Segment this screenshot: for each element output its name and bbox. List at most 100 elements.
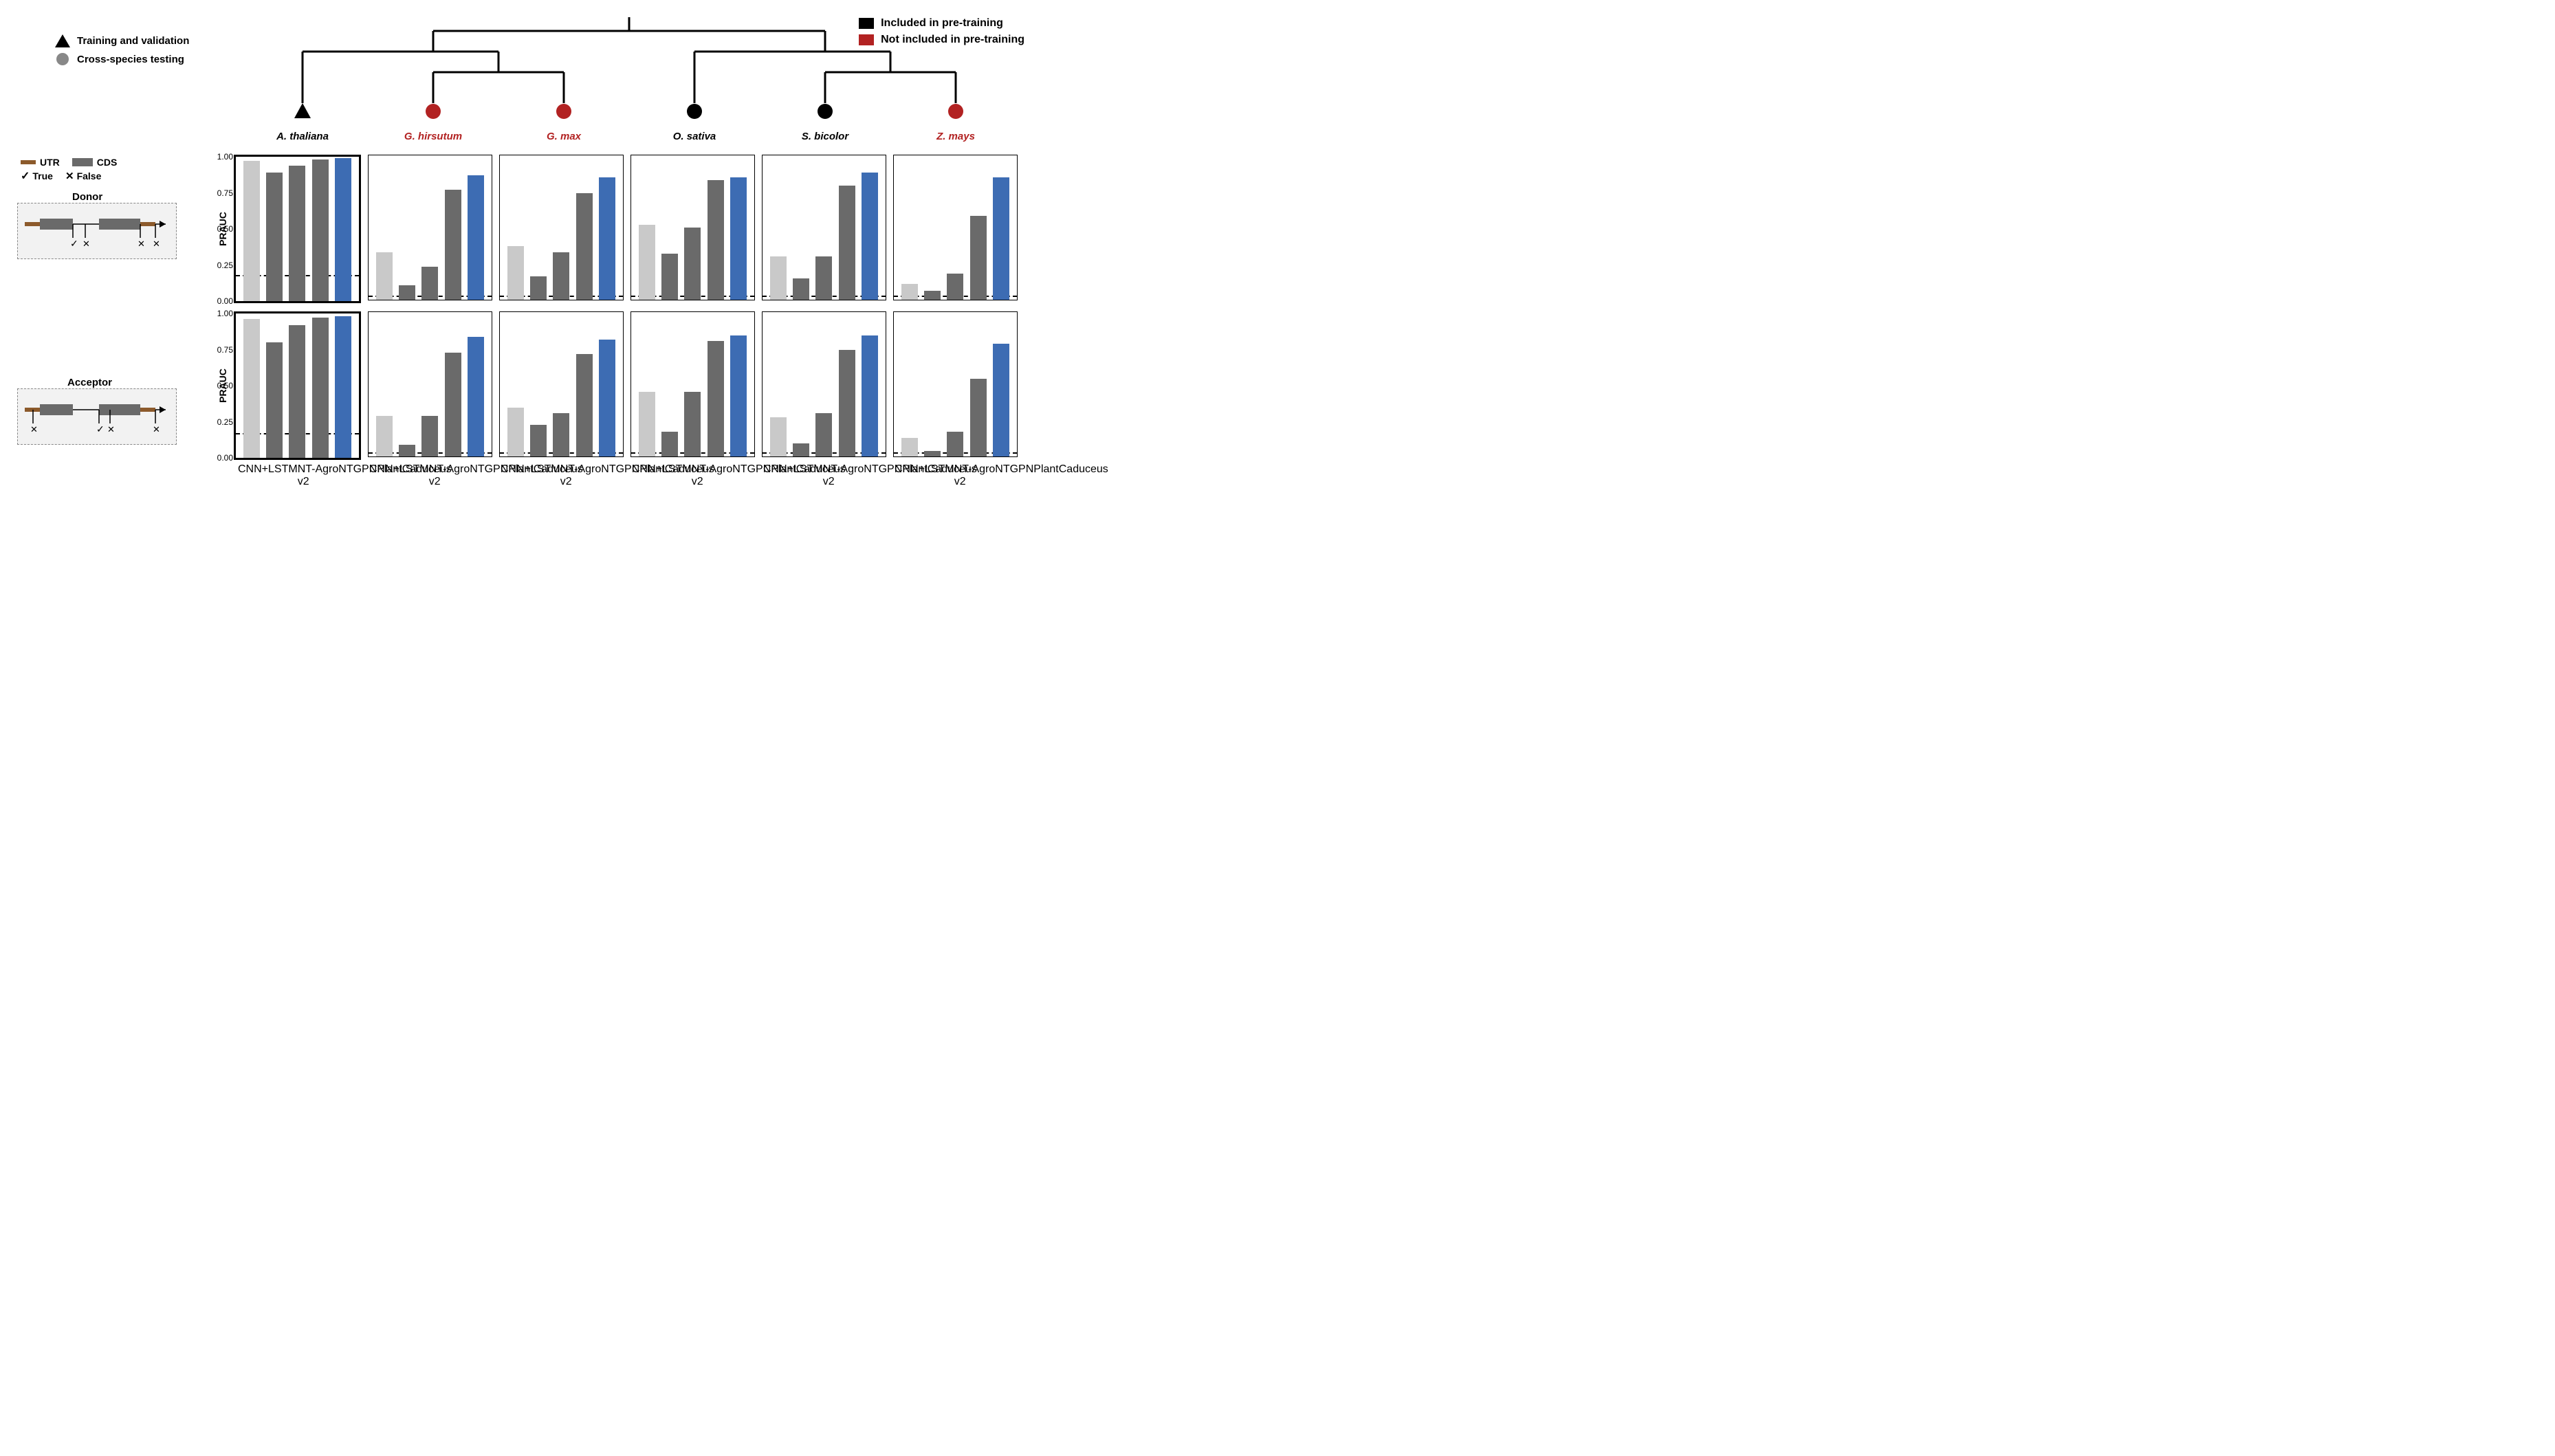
chart-panel <box>893 311 1018 457</box>
bar <box>862 335 878 456</box>
species-label: O. sativa <box>673 131 716 142</box>
x-tick-label: AgroNT <box>578 463 615 488</box>
species-label: S. bicolor <box>802 131 848 142</box>
figure-root: Training and validation Cross-species te… <box>14 14 1031 619</box>
chart-panel <box>893 155 1018 300</box>
species-marker-3 <box>687 104 702 119</box>
bar <box>553 413 569 456</box>
y-tick: 0.25 <box>217 261 233 270</box>
y-tick: 0.50 <box>217 381 233 390</box>
mini-legend-row2: ✓ True ✕ False <box>21 169 117 183</box>
chart-panel <box>630 311 755 457</box>
bar <box>815 256 832 300</box>
species-label: G. max <box>547 131 581 142</box>
bar <box>399 285 415 300</box>
mini-legend: UTR CDS ✓ True ✕ False <box>21 157 117 184</box>
x-tick-label: NT-v2 <box>954 463 972 488</box>
x-icon: ✕ <box>65 170 74 182</box>
x-label-column: CNN+LSTMNT-v2AgroNTGPNPlantCaduceus <box>628 463 752 488</box>
x-tick-label: NT-v2 <box>298 463 316 488</box>
species-label: A. thaliana <box>276 131 329 142</box>
bar <box>970 379 987 456</box>
bar <box>993 177 1009 300</box>
x-tick-label: CNN+LSTM <box>238 463 298 488</box>
acceptor-diagram: ✕ ✓ ✕ ✕ <box>17 388 177 445</box>
svg-text:✕: ✕ <box>107 424 115 434</box>
donor-diagram: ✓ ✕ ✕ ✕ <box>17 203 177 259</box>
x-tick-label: AgroNT <box>972 463 1009 488</box>
svg-text:✕: ✕ <box>83 239 90 249</box>
bar <box>468 337 484 456</box>
y-tick: 1.00 <box>217 309 233 318</box>
acceptor-diagram-svg: ✕ ✓ ✕ ✕ <box>18 389 176 444</box>
bar <box>376 416 393 456</box>
bar <box>924 451 941 456</box>
panel-row: PRAUC0.000.250.500.751.00 <box>234 311 1024 460</box>
bar <box>576 354 593 456</box>
x-label-column: CNN+LSTMNT-v2AgroNTGPNPlantCaduceus <box>759 463 884 488</box>
bars-container <box>635 155 750 300</box>
acceptor-title: Acceptor <box>67 377 112 388</box>
bar <box>399 445 415 456</box>
bar <box>468 175 484 300</box>
bar <box>289 325 305 458</box>
bar <box>947 432 963 456</box>
bar <box>793 443 809 456</box>
chart-panel: PRAUC0.000.250.500.751.00 <box>234 155 361 303</box>
bar <box>815 413 832 456</box>
circle-icon <box>56 53 69 65</box>
legend-triangle-label: Training and validation <box>77 35 189 47</box>
mini-legend-true: True <box>32 170 53 181</box>
legend-shapes: Training and validation Cross-species te… <box>55 34 189 71</box>
species-marker-0 <box>294 103 311 118</box>
donor-title: Donor <box>72 191 102 203</box>
bar <box>901 284 918 300</box>
bar <box>243 161 260 301</box>
legend-circle-row: Cross-species testing <box>55 53 189 65</box>
bars-container <box>504 155 619 300</box>
chart-panel <box>762 155 886 300</box>
bar <box>684 228 701 300</box>
bar <box>862 173 878 300</box>
x-tick-label: AgroNT <box>709 463 747 488</box>
bars-container <box>767 312 881 456</box>
y-ticks: 0.000.250.500.751.00 <box>210 313 234 458</box>
bar <box>507 246 524 300</box>
donor-diagram-svg: ✓ ✕ ✕ ✕ <box>18 203 176 258</box>
y-ticks: 0.000.250.500.751.00 <box>210 157 234 301</box>
bar <box>507 408 524 456</box>
bar <box>445 190 461 300</box>
x-tick-label: CNN+LSTM <box>632 463 692 488</box>
x-tick-label: NT-v2 <box>692 463 710 488</box>
bar <box>335 316 351 458</box>
y-tick: 0.00 <box>217 296 233 306</box>
species-label: Z. mays <box>936 131 975 142</box>
bar <box>243 319 260 458</box>
mini-legend-utr: UTR <box>40 157 60 168</box>
bars-container <box>898 312 1013 456</box>
x-label-column: CNN+LSTMNT-v2AgroNTGPNPlantCaduceus <box>496 463 621 488</box>
svg-text:✓: ✓ <box>70 238 78 249</box>
svg-text:✓: ✓ <box>96 423 105 434</box>
mini-legend-false: False <box>77 170 102 181</box>
x-tick-label: NT-v2 <box>429 463 447 488</box>
x-tick-label: AgroNT <box>840 463 878 488</box>
bar <box>947 274 963 300</box>
bar <box>312 318 329 458</box>
y-tick: 0.25 <box>217 417 233 427</box>
panel-row: PRAUC0.000.250.500.751.00 <box>234 155 1024 303</box>
mini-legend-cds: CDS <box>97 157 118 168</box>
bar <box>770 417 787 456</box>
x-label-column: CNN+LSTMNT-v2AgroNTGPNPlantCaduceus <box>890 463 1015 488</box>
x-tick-label: PlantCaduceus <box>1033 463 1108 488</box>
check-icon: ✓ <box>21 169 30 183</box>
y-tick: 0.00 <box>217 453 233 463</box>
bar <box>661 254 678 300</box>
bar <box>530 276 547 300</box>
y-tick: 0.75 <box>217 345 233 355</box>
bar <box>335 158 351 301</box>
bar <box>576 193 593 300</box>
species-labels: A. thalianaG. hirsutumG. maxO. sativaS. … <box>241 131 1024 151</box>
bar <box>553 252 569 300</box>
bars-container <box>373 155 487 300</box>
